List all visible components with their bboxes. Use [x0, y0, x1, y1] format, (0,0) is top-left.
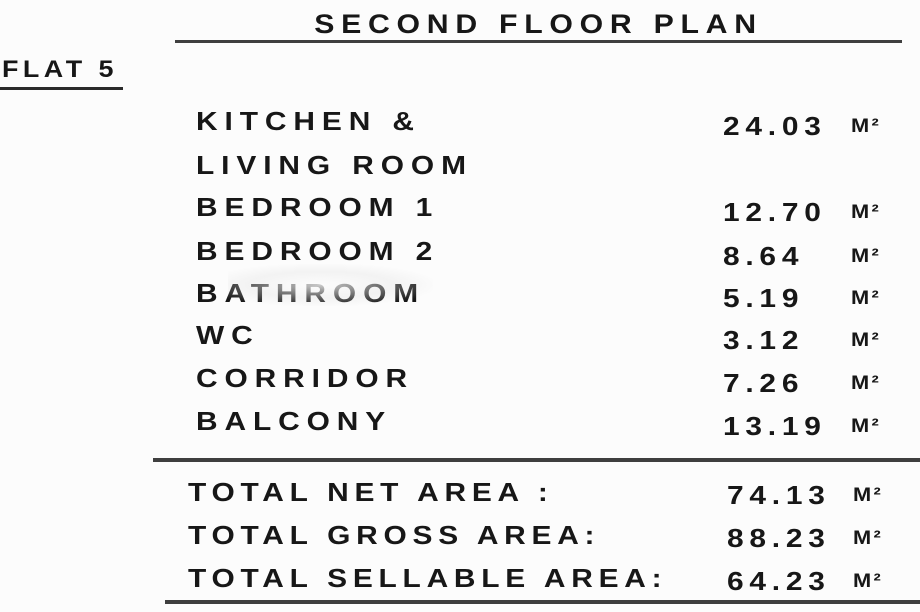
room-name: BEDROOM 2 — [196, 236, 440, 266]
total-label: TOTAL GROSS AREA: — [188, 520, 601, 550]
flat-label-underline — [0, 87, 123, 90]
room-name: KITCHEN & — [196, 106, 421, 136]
room-name: BEDROOM 1 — [196, 192, 440, 222]
area-unit: M² — [851, 116, 882, 137]
total-label: TOTAL SELLABLE AREA: — [188, 563, 668, 593]
page-title: SECOND FLOOR PLAN — [314, 9, 763, 39]
total-value: 88.23 — [727, 523, 831, 553]
room-area: 12.70 — [723, 197, 827, 227]
area-unit: M² — [851, 202, 882, 223]
room-area: 8.64 — [723, 241, 805, 271]
title-underline — [175, 40, 902, 43]
area-unit: M² — [851, 373, 882, 394]
area-unit: M² — [853, 485, 884, 506]
area-unit: M² — [851, 246, 882, 267]
room-area: 7.26 — [723, 368, 805, 398]
area-unit: M² — [851, 416, 882, 437]
total-label: TOTAL NET AREA : — [188, 477, 554, 507]
totals-top-rule — [153, 458, 920, 462]
bottom-rule — [165, 600, 920, 604]
area-unit: M² — [853, 571, 884, 592]
room-name: BALCONY — [196, 406, 393, 436]
area-unit: M² — [851, 288, 882, 309]
room-area: 24.03 — [723, 111, 827, 141]
room-name: CORRIDOR — [196, 363, 414, 393]
total-value: 64.23 — [727, 566, 831, 596]
flat-label: FLAT 5 — [2, 56, 118, 83]
area-unit: M² — [853, 528, 884, 549]
room-name: WC — [196, 320, 260, 350]
room-area: 5.19 — [723, 283, 805, 313]
total-value: 74.13 — [727, 480, 831, 510]
room-area: 3.12 — [723, 325, 805, 355]
room-area: 13.19 — [723, 411, 827, 441]
room-name: BATHROOM — [196, 278, 426, 308]
area-unit: M² — [851, 330, 882, 351]
room-name: LIVING ROOM — [196, 150, 473, 180]
